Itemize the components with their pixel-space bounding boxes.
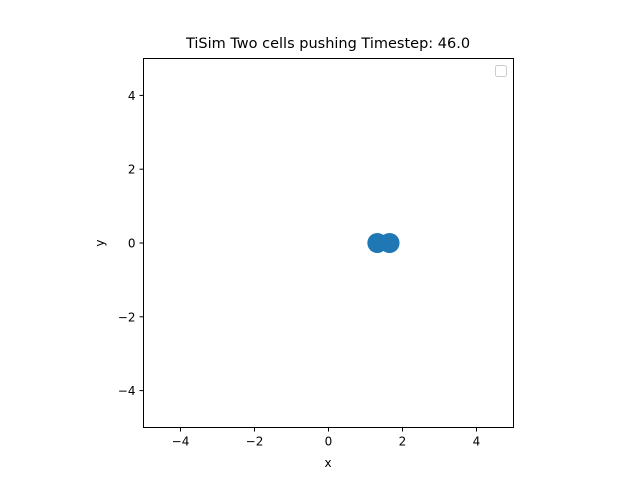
y-tick-label: −4 [118, 384, 136, 398]
chart-title: TiSim Two cells pushing Timestep: 46.0 [185, 36, 470, 52]
x-tick-label: 0 [325, 435, 333, 449]
legend-box [496, 66, 507, 77]
y-tick-label: 2 [128, 163, 136, 177]
axes-frame [144, 59, 514, 428]
x-axis-label: x [324, 456, 331, 470]
x-tick-label: −2 [246, 435, 264, 449]
y-tick-label: 4 [128, 89, 136, 103]
plot-area [144, 59, 514, 428]
cell-point [380, 233, 400, 253]
y-axis-label: y [93, 239, 107, 246]
points-layer [367, 233, 399, 253]
y-tick-label: −2 [118, 310, 136, 324]
y-tick-label: 0 [128, 237, 136, 251]
x-tick-label: 2 [399, 435, 407, 449]
x-tick-label: 4 [473, 435, 481, 449]
x-tick-label: −4 [172, 435, 190, 449]
